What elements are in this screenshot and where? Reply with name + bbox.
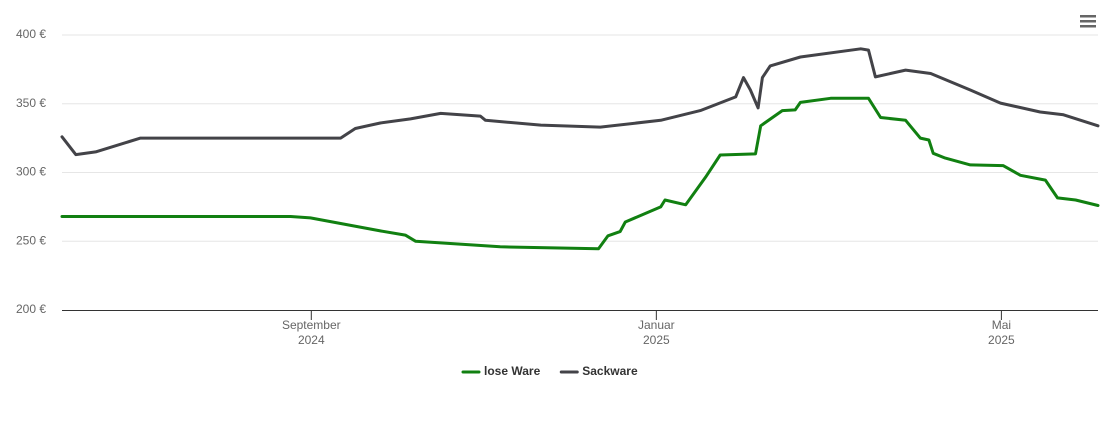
y-tick-label: 250 €: [16, 233, 46, 247]
y-tick-label: 300 €: [16, 165, 46, 179]
legend: lose Ware Sackware: [461, 364, 638, 378]
menu-button[interactable]: [1080, 15, 1096, 28]
y-tick-label: 350 €: [16, 96, 46, 110]
legend-label: Sackware: [582, 364, 638, 378]
y-tick-label: 400 €: [16, 27, 46, 41]
series-line: [60, 47, 1100, 157]
series-line: [60, 96, 1100, 251]
x-tick-label: Mai 2025: [988, 318, 1015, 347]
x-tick-label: September 2024: [282, 318, 341, 347]
menu-bar: [1080, 25, 1096, 28]
legend-label: lose Ware: [484, 364, 541, 378]
x-tick-label: Januar 2025: [638, 318, 675, 347]
menu-bar: [1080, 20, 1096, 23]
y-tick-label: 200 €: [16, 302, 46, 316]
menu-bar: [1080, 15, 1096, 18]
